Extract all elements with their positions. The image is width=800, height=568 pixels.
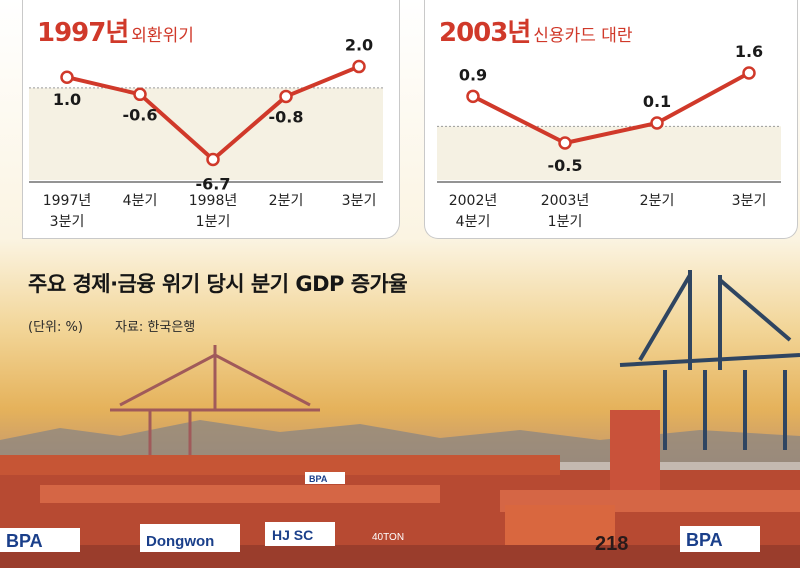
x-tick-label: 4분기 <box>123 193 158 209</box>
x-tick-label: 3분기 <box>342 193 377 209</box>
x-tick-label: 1997년 <box>43 193 92 209</box>
headline: 주요 경제·금융 위기 당시 분기 GDP 증가율 <box>28 272 408 296</box>
x-tick-label: 3분기 <box>732 193 767 209</box>
svg-text:218: 218 <box>595 533 628 555</box>
panel-title-event: 외환위기 <box>131 26 194 46</box>
data-label: 0.9 <box>459 65 487 84</box>
data-label: -0.5 <box>548 156 583 175</box>
series-line <box>472 71 750 145</box>
x-tick-label: 2분기 <box>269 193 304 209</box>
data-label: 2.0 <box>345 36 373 55</box>
x-tick-label: 2002년 <box>449 193 498 209</box>
svg-text:BPA: BPA <box>309 474 328 484</box>
data-label: 0.1 <box>643 92 671 111</box>
data-label: 1.6 <box>735 42 763 61</box>
panel-title-1997: 1997년 외환위기 <box>37 12 194 49</box>
panel-title-2003: 2003년 신용카드 대란 <box>439 12 633 49</box>
panel-title-event: 신용카드 대란 <box>533 26 633 46</box>
data-point <box>742 66 756 80</box>
shaded-band <box>29 87 383 180</box>
x-tick-label: 2분기 <box>640 193 675 209</box>
data-point <box>60 70 74 84</box>
x-tick-label: 1998년 <box>189 193 238 209</box>
data-point <box>206 152 220 167</box>
data-point <box>352 59 366 74</box>
x-tick-label: 1분기 <box>548 214 583 230</box>
panel-title-year: 1997년 <box>37 18 129 48</box>
x-tick-label: 3분기 <box>50 214 85 230</box>
x-tick-label: 2003년 <box>541 193 590 209</box>
svg-text:Dongwon: Dongwon <box>146 533 214 550</box>
data-point <box>558 136 572 150</box>
data-point <box>650 116 664 130</box>
right-crane <box>619 270 800 450</box>
panel-title-year: 2003년 <box>439 18 531 48</box>
data-point <box>133 87 147 102</box>
chart-panel-2003: 2003년 신용카드 대란 0.9 -0.5 0.1 1.6 2002년 4분기 2003년 1… <box>424 0 798 239</box>
x-tick-label: 4분기 <box>456 214 491 230</box>
data-label: -0.6 <box>123 105 158 124</box>
chart-panel-1997: 1997년 외환위기 1.0 -0.6 -6.7 -0.8 2.0 1997년 3분기 4분기 1… <box>22 0 400 239</box>
svg-text:BPA: BPA <box>6 531 43 551</box>
x-tick-label: 1분기 <box>196 214 231 230</box>
red-gantry-cranes <box>0 410 800 568</box>
source-note: 자료: 한국은행 <box>115 320 196 335</box>
line-chart-2003: 0.9 -0.5 0.1 1.6 2002년 4분기 2003년 1분기 2분기 3분기 <box>437 42 781 230</box>
svg-text:BPA: BPA <box>686 530 723 550</box>
crane-signs: BPA Dongwon HJ SC BPA 218 BPA 40TON <box>0 472 760 555</box>
data-label: -6.7 <box>196 174 231 193</box>
unit-note: (단위: %) <box>28 320 83 335</box>
data-label: -0.8 <box>269 107 304 126</box>
line-chart-1997: 1.0 -0.6 -6.7 -0.8 2.0 1997년 3분기 4분기 1998년 1분기 2분기… <box>29 36 383 230</box>
data-point <box>279 89 293 104</box>
data-point <box>466 89 480 104</box>
svg-text:HJ SC: HJ SC <box>272 527 313 543</box>
data-label: 1.0 <box>53 90 81 109</box>
svg-text:40TON: 40TON <box>372 532 404 543</box>
